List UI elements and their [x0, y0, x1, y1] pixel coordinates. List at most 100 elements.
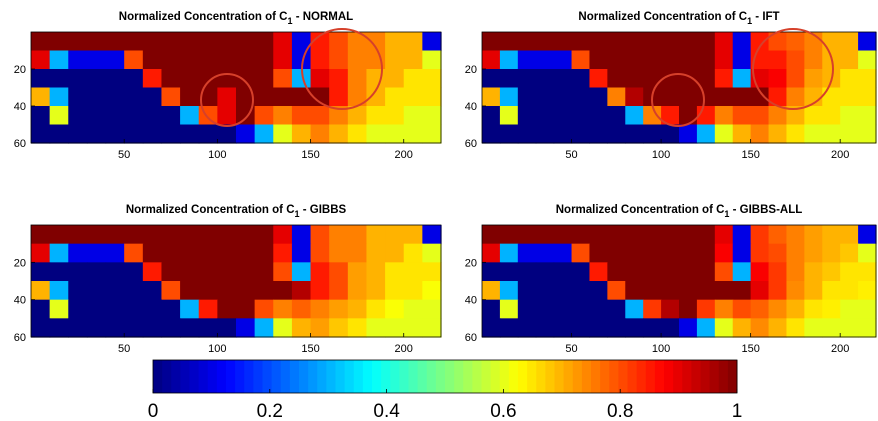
heat-cell	[499, 32, 519, 52]
heat-cell	[768, 299, 788, 319]
heat-cell	[625, 281, 644, 301]
heat-cell	[142, 32, 163, 52]
heat-cell	[822, 243, 841, 263]
heat-cell	[31, 87, 51, 107]
heat-cell	[198, 87, 218, 107]
x-tick-label: 50	[118, 149, 130, 161]
heat-cell	[124, 262, 144, 282]
colorbar-step	[271, 360, 282, 393]
heat-cell	[607, 69, 626, 89]
colorbar-step	[408, 360, 419, 393]
heat-cell	[31, 50, 51, 70]
heat-cell	[553, 262, 573, 282]
heat-cell	[661, 87, 680, 107]
title-text: Normalized Concentration of C	[578, 11, 747, 23]
heat-cell	[180, 124, 200, 144]
heat-cell	[804, 262, 823, 282]
heat-cell	[643, 262, 662, 282]
heat-cell	[347, 318, 368, 338]
heat-cell	[310, 32, 330, 52]
heat-cell	[68, 124, 88, 144]
heat-cell	[535, 243, 555, 263]
heat-cell	[732, 124, 752, 144]
heat-cell	[236, 50, 256, 70]
heat-cell	[750, 262, 770, 282]
heat-cell	[291, 87, 312, 107]
axes-box	[30, 31, 442, 144]
heat-cell	[786, 318, 805, 338]
heat-cell	[124, 299, 144, 319]
heat-cell	[768, 124, 788, 144]
heat-cell	[291, 124, 312, 144]
heat-cell	[732, 50, 752, 70]
title-subscript: 1	[295, 209, 300, 219]
x-tick-label: 200	[831, 343, 849, 355]
heat-cell	[291, 262, 312, 282]
heat-cell	[124, 243, 144, 263]
y-tick-label: 40	[14, 101, 26, 113]
heat-cell	[750, 281, 770, 301]
heat-cell	[589, 50, 608, 70]
heat-cell	[329, 318, 349, 338]
heat-cell	[385, 32, 405, 52]
y-tick-label: 60	[14, 332, 26, 344]
heat-cell	[124, 281, 144, 301]
heat-cell	[347, 281, 368, 301]
heat-cell	[347, 225, 368, 245]
heat-cell	[786, 32, 805, 52]
heat-cell	[768, 243, 788, 263]
heat-cell	[310, 299, 330, 319]
heat-cell	[403, 106, 423, 126]
heat-cell	[217, 225, 237, 245]
heat-cell	[217, 124, 237, 144]
heat-cell	[347, 87, 368, 107]
heat-cell	[786, 281, 805, 301]
heat-cell	[786, 225, 805, 245]
colorbar-step	[189, 360, 200, 393]
heat-cell	[517, 87, 537, 107]
heat-cell	[768, 262, 788, 282]
title-text: Normalized Concentration of C	[126, 204, 295, 216]
heat-cell	[105, 124, 125, 144]
colorbar-step	[335, 360, 346, 393]
heat-cell	[236, 69, 256, 89]
heat-cell	[68, 50, 88, 70]
colorbar-step	[198, 360, 209, 393]
heat-cell	[786, 243, 805, 263]
colorbar-step	[280, 360, 291, 393]
colorbar-step	[654, 360, 665, 393]
colorbar-step	[636, 360, 647, 393]
y-tick-label: 20	[14, 257, 26, 269]
heat-cell	[236, 262, 256, 282]
heat-cell	[161, 225, 181, 245]
heat-cell	[607, 299, 626, 319]
heat-cell	[273, 299, 293, 319]
heat-cell	[403, 318, 423, 338]
heat-cell	[696, 225, 716, 245]
heat-cell	[607, 106, 626, 126]
heat-cell	[273, 32, 293, 52]
title-suffix: - IFT	[752, 11, 779, 23]
heat-cell	[49, 124, 69, 144]
heat-cell	[68, 299, 88, 319]
heat-cell	[858, 243, 877, 263]
heat-cell	[661, 281, 680, 301]
heat-cell	[68, 69, 88, 89]
title-subscript: 1	[287, 16, 292, 26]
colorbar-step	[317, 360, 327, 393]
heat-cell	[535, 281, 555, 301]
heat-cell	[750, 243, 770, 263]
heat-cell	[86, 318, 107, 338]
title-text: Normalized Concentration of C	[119, 11, 288, 23]
heat-cell	[661, 299, 680, 319]
heat-cell	[366, 124, 386, 144]
heat-cell	[422, 262, 442, 282]
heat-cell	[625, 32, 644, 52]
heat-cell	[840, 299, 859, 319]
heat-cell	[696, 50, 716, 70]
heat-cell	[217, 299, 237, 319]
colorbar-tick-label: 0.2	[257, 401, 283, 421]
heat-cell	[499, 318, 519, 338]
heat-cell	[180, 262, 200, 282]
